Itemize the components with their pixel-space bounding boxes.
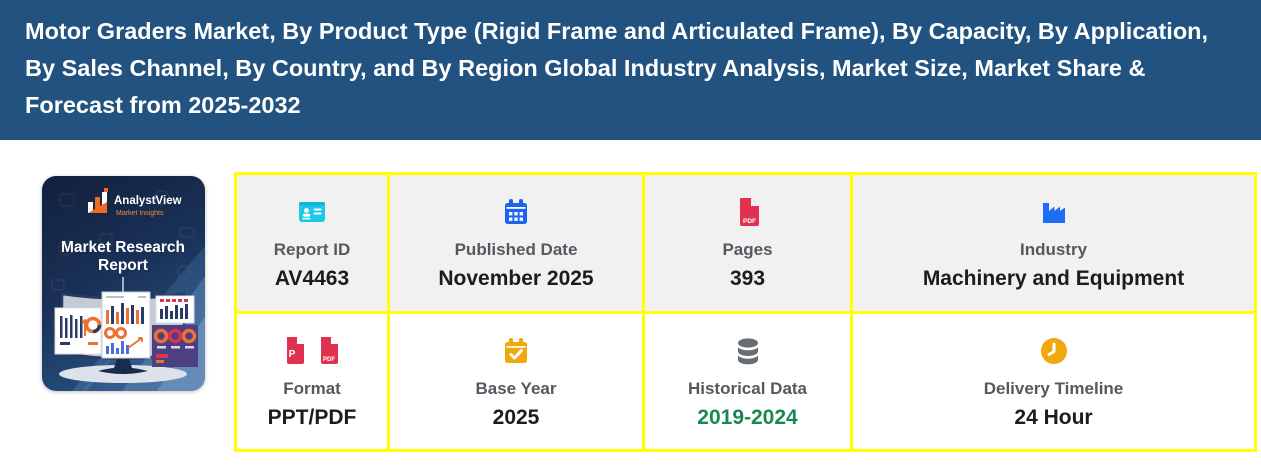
info-label: Historical Data bbox=[687, 378, 808, 398]
info-label: Base Year bbox=[475, 378, 557, 398]
chart-pages bbox=[54, 291, 198, 367]
brand-name: AnalystView bbox=[114, 195, 182, 207]
info-label: Pages bbox=[722, 240, 773, 260]
brand-tagline: Market Insights bbox=[116, 210, 164, 217]
info-cell-historical-data: Historical Data 2019-2024 bbox=[645, 313, 850, 449]
page-header: Motor Graders Market, By Product Type (R… bbox=[0, 0, 1261, 140]
info-value: AV4463 bbox=[274, 267, 350, 291]
info-label: Delivery Timeline bbox=[983, 378, 1124, 398]
info-cell-format: P PDF Format PPT/PDF bbox=[237, 313, 387, 449]
page-title: Motor Graders Market, By Product Type (R… bbox=[25, 18, 1209, 118]
report-info-grid: Report ID AV4463 Published Date November… bbox=[234, 172, 1257, 452]
pdf-file-icon: PDF bbox=[321, 336, 338, 364]
svg-text:P: P bbox=[289, 349, 296, 360]
id-card-icon bbox=[295, 194, 329, 230]
info-cell-report-id: Report ID AV4463 bbox=[237, 175, 387, 311]
ppt-pdf-files-icon: P PDF bbox=[282, 333, 342, 369]
pdf-file-icon: PDF bbox=[733, 194, 763, 230]
info-value: 24 Hour bbox=[1014, 405, 1093, 429]
info-label: Published Date bbox=[454, 240, 578, 260]
info-value: 393 bbox=[729, 267, 766, 291]
card-title-line1: Market Research bbox=[61, 239, 185, 256]
calendar-check-icon bbox=[500, 333, 532, 369]
info-label: Industry bbox=[1019, 240, 1088, 260]
info-label: Format bbox=[283, 378, 341, 398]
faint-pattern bbox=[51, 190, 195, 291]
ppt-file-icon: P bbox=[287, 336, 304, 364]
info-value: 2025 bbox=[492, 405, 540, 429]
info-label: Report ID bbox=[273, 240, 351, 260]
info-value: Machinery and Equipment bbox=[922, 267, 1185, 291]
brand-logo bbox=[88, 188, 108, 213]
factory-icon bbox=[1038, 194, 1070, 230]
report-cover-illustration: AnalystView Market Insights Market Resea… bbox=[42, 176, 205, 391]
database-icon bbox=[732, 333, 764, 369]
info-cell-pages: PDF Pages 393 bbox=[645, 175, 850, 311]
info-cell-delivery-timeline: Delivery Timeline 24 Hour bbox=[853, 313, 1254, 449]
info-value: 2019-2024 bbox=[697, 405, 798, 429]
info-value: November 2025 bbox=[438, 267, 594, 291]
svg-text:PDF: PDF bbox=[323, 357, 335, 363]
svg-text:PDF: PDF bbox=[743, 218, 756, 225]
clock-icon bbox=[1038, 333, 1070, 369]
report-cover-thumbnail: AnalystView Market Insights Market Resea… bbox=[42, 176, 205, 391]
info-cell-published-date: Published Date November 2025 bbox=[390, 175, 642, 311]
info-cell-base-year: Base Year 2025 bbox=[390, 313, 642, 449]
calendar-icon bbox=[500, 194, 532, 230]
info-value: PPT/PDF bbox=[267, 405, 357, 429]
info-cell-industry: Industry Machinery and Equipment bbox=[853, 175, 1254, 311]
card-title-line2: Report bbox=[98, 257, 148, 274]
